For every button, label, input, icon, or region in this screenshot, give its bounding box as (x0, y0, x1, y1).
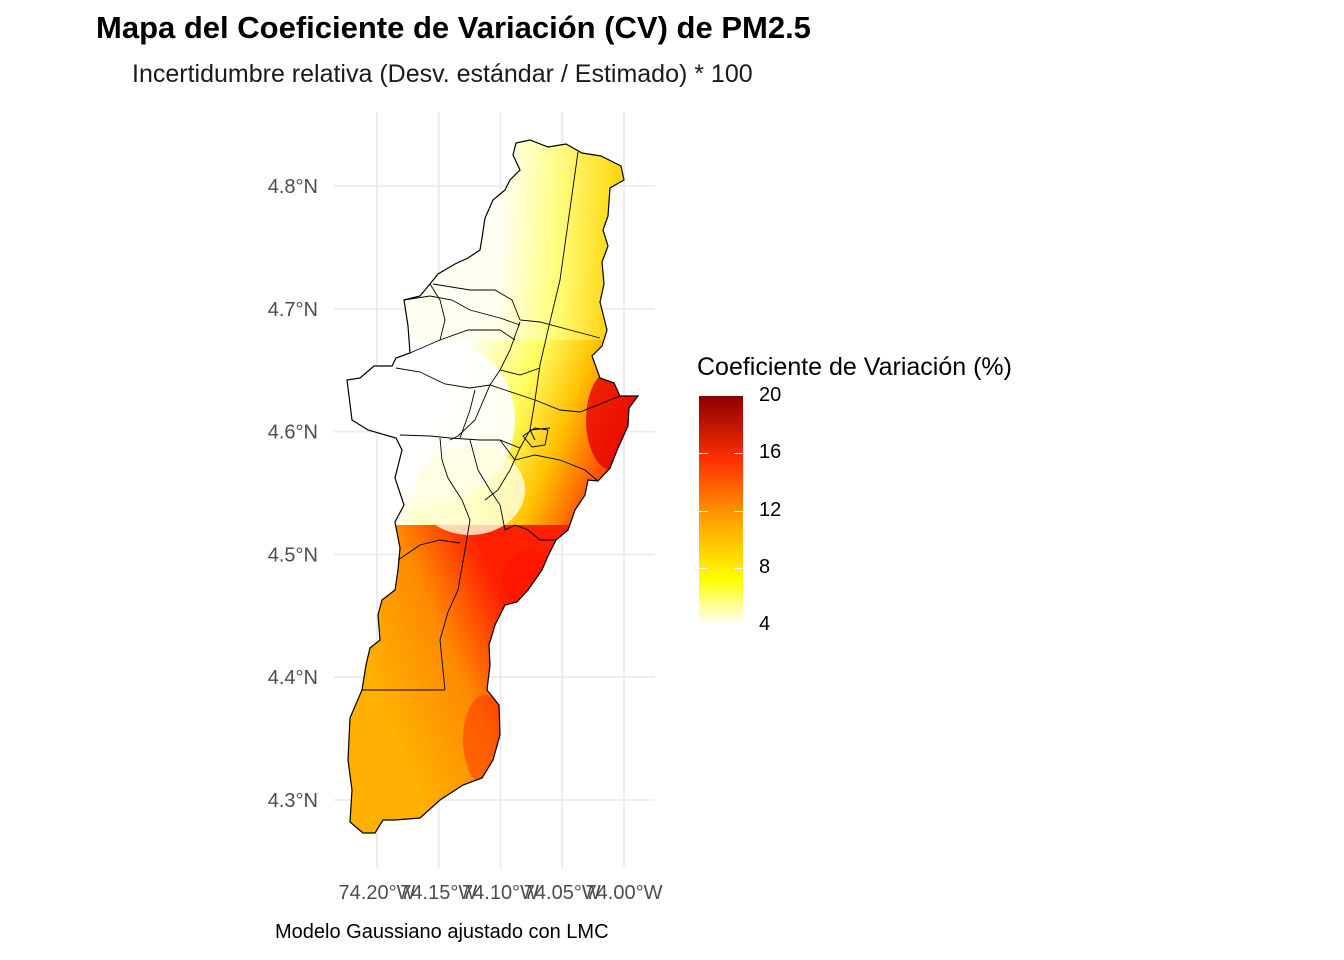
legend-title: Coeficiente de Variación (%) (697, 353, 1012, 381)
y-tick-label: 4.4°N (268, 667, 318, 689)
x-axis-ticks: 74.20°W74.15°W74.10°W74.05°W74.00°W (339, 882, 663, 904)
legend-tick-mark (699, 453, 708, 455)
legend-tick-mark (734, 510, 743, 512)
y-tick-label: 4.6°N (268, 422, 318, 444)
y-axis-ticks: 4.8°N 4.7°N 4.6°N 4.5°N 4.4°N 4.3°N (268, 176, 318, 812)
legend-tick-label: 8 (759, 555, 771, 578)
legend-tick-mark (734, 567, 743, 569)
x-tick-label: 74.05°W (524, 882, 601, 904)
x-tick-label: 74.15°W (400, 882, 477, 904)
legend-tick-mark (734, 453, 743, 455)
y-tick-label: 4.5°N (268, 544, 318, 566)
district-boundaries (362, 151, 621, 691)
x-tick-label: 74.00°W (586, 882, 663, 904)
legend-tick-mark (699, 510, 708, 512)
legend-tick-label: 16 (759, 441, 782, 464)
plot-subtitle: Incertidumbre relativa (Desv. estándar /… (132, 60, 753, 88)
cv-surface (347, 140, 638, 833)
plot-title: Mapa del Coeficiente de Variación (CV) d… (96, 10, 811, 45)
legend-tick-label: 4 (759, 613, 771, 635)
x-tick-label: 74.10°W (462, 882, 539, 904)
y-tick-label: 4.7°N (268, 299, 318, 321)
plot-caption: Modelo Gaussiano ajustado con LMC (275, 921, 609, 943)
x-tick-label: 74.20°W (339, 882, 416, 904)
legend-tick-label: 12 (759, 498, 782, 521)
y-tick-label: 4.3°N (268, 790, 318, 812)
legend-tick-label: 20 (759, 384, 782, 406)
y-tick-label: 4.8°N (268, 176, 318, 198)
legend-tick-mark (699, 567, 708, 569)
